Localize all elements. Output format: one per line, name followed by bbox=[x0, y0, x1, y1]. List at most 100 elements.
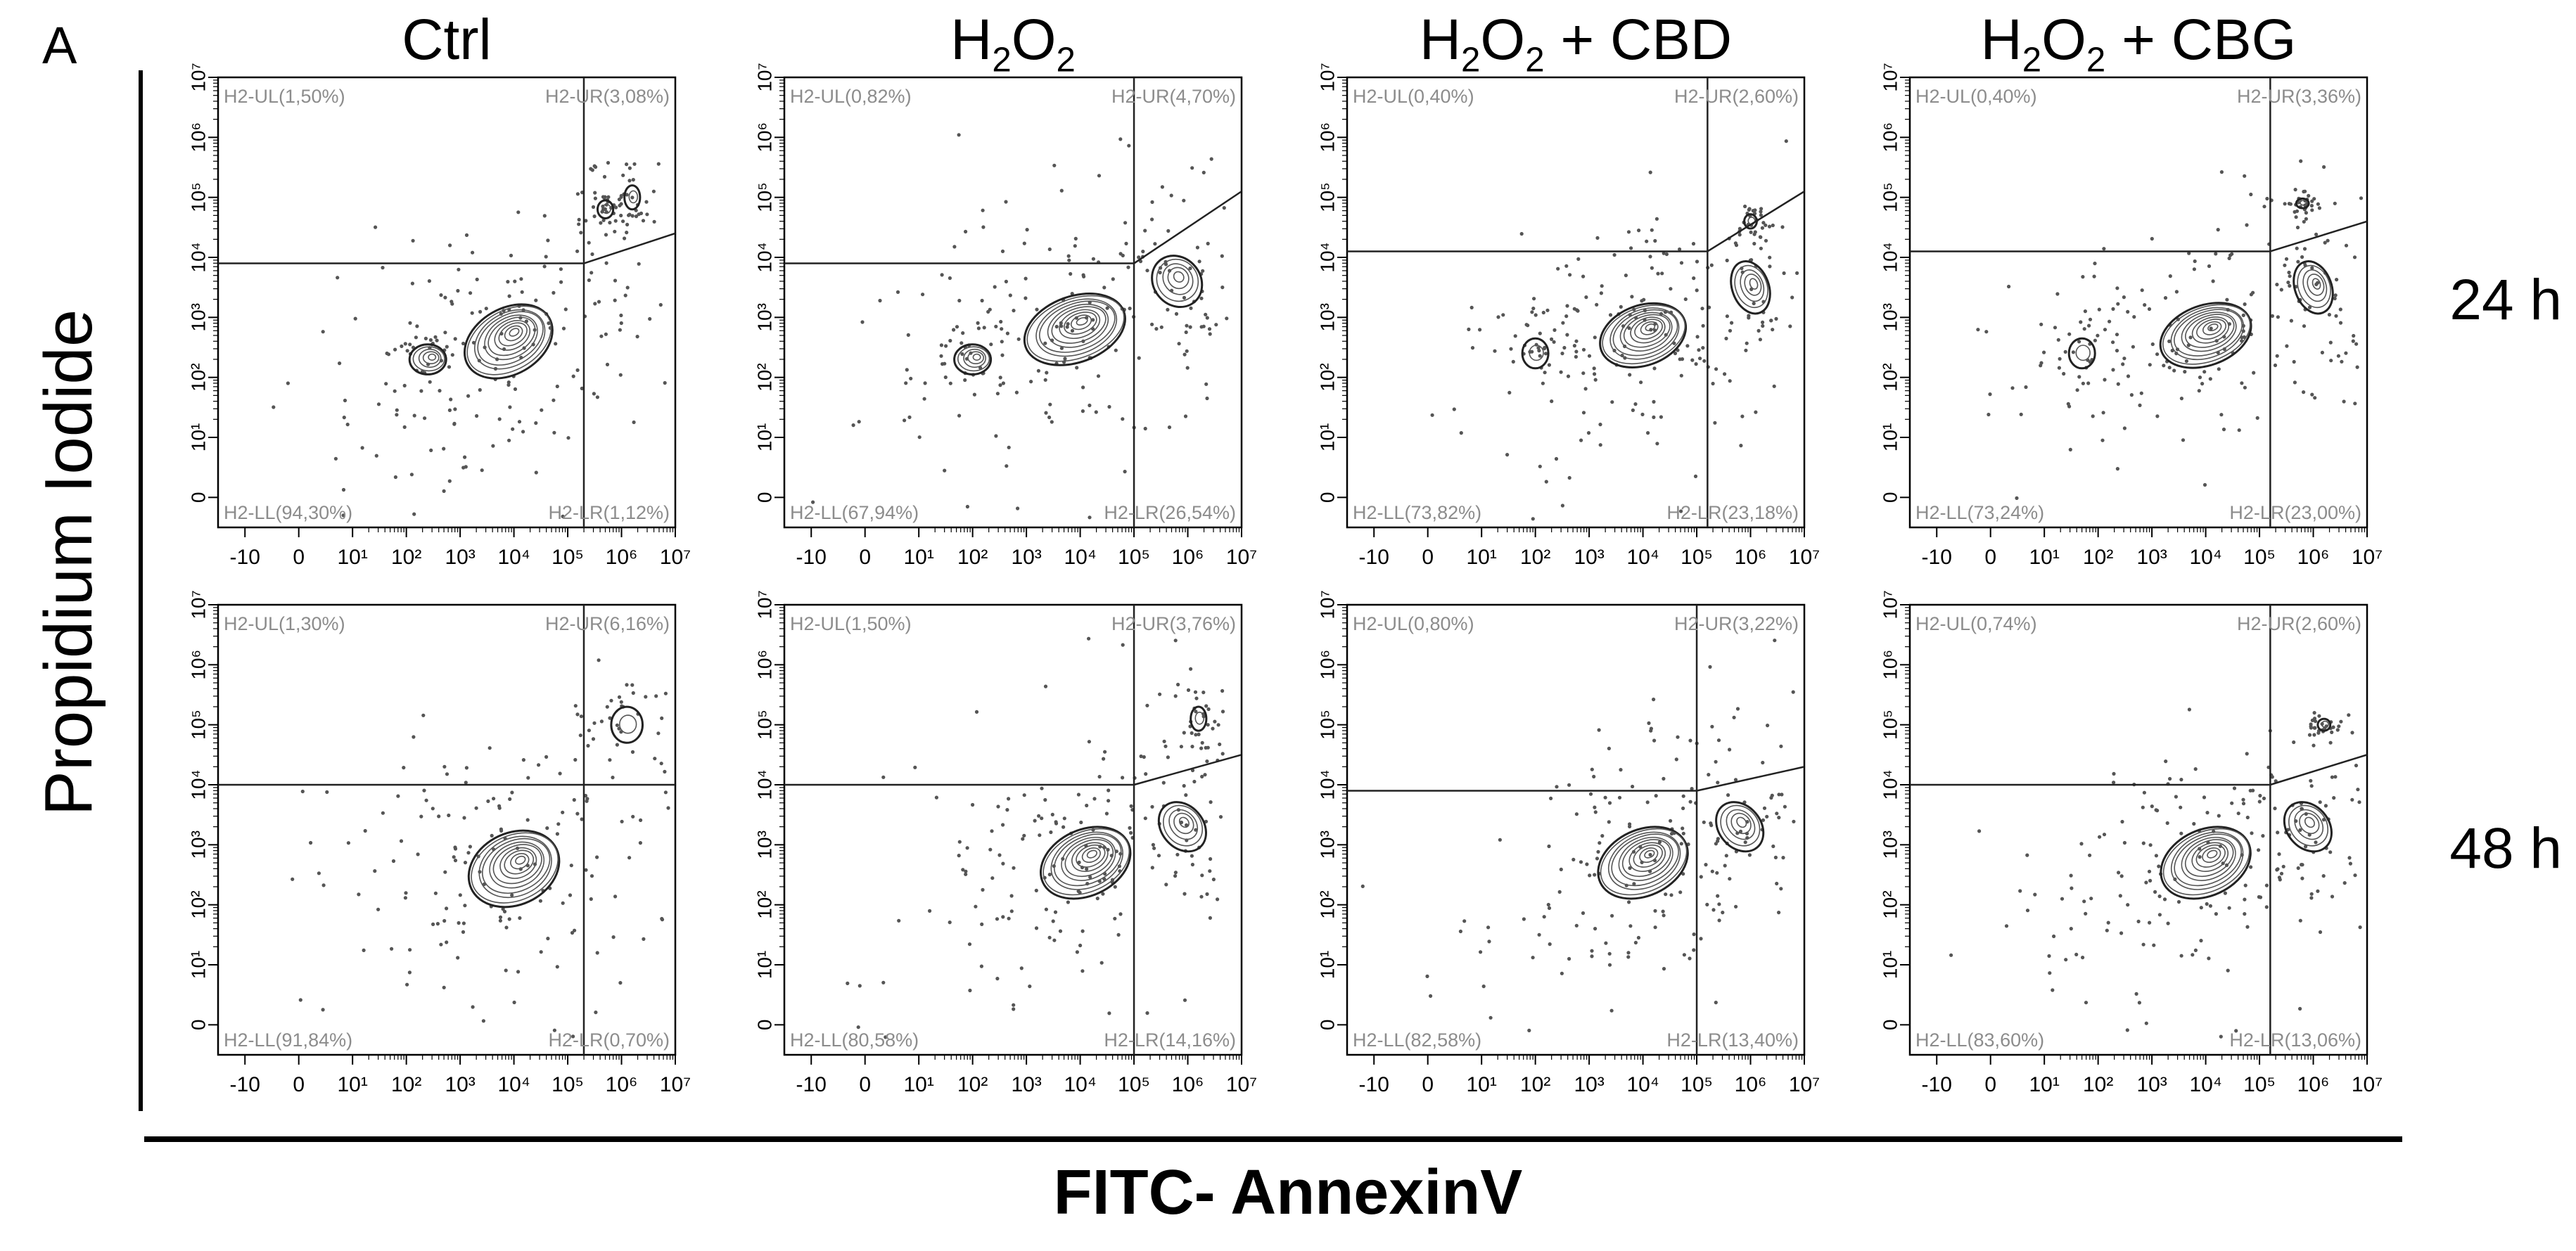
quadrant-gate-right bbox=[583, 232, 676, 264]
event-dot bbox=[1080, 409, 1085, 413]
event-dot bbox=[447, 479, 452, 483]
event-dot bbox=[1185, 366, 1190, 370]
event-dot bbox=[1183, 414, 1188, 418]
x-tick-label: 10³ bbox=[1011, 546, 1041, 569]
x-tick-label: 10² bbox=[391, 1073, 421, 1096]
event-dot bbox=[613, 229, 617, 233]
event-dot bbox=[2187, 707, 2191, 712]
event-dot bbox=[1777, 793, 1781, 797]
event-dot bbox=[1595, 236, 1600, 240]
event-dot bbox=[2069, 873, 2073, 878]
density-contour bbox=[504, 325, 523, 342]
event-dot bbox=[964, 872, 968, 876]
event-dot bbox=[542, 214, 547, 218]
event-dot bbox=[1207, 327, 1212, 331]
event-dot bbox=[555, 965, 559, 969]
event-dot bbox=[547, 321, 551, 326]
event-dot bbox=[2084, 1001, 2089, 1005]
event-dot bbox=[1043, 378, 1047, 382]
event-dot bbox=[1213, 719, 1217, 724]
event-dot bbox=[1530, 310, 1534, 314]
event-dot bbox=[1585, 862, 1589, 866]
event-dot bbox=[1114, 348, 1118, 352]
event-dot bbox=[2227, 906, 2231, 910]
event-dot bbox=[2219, 1034, 2223, 1039]
event-dot bbox=[1182, 198, 1186, 203]
density-contour bbox=[1640, 321, 1659, 335]
event-dot bbox=[2134, 992, 2138, 996]
event-dot bbox=[498, 918, 503, 923]
event-dot bbox=[594, 1011, 598, 1015]
event-dot bbox=[1205, 316, 1209, 320]
density-contour bbox=[2174, 309, 2243, 357]
event-dot bbox=[2111, 368, 2115, 372]
event-dot bbox=[1691, 242, 1696, 246]
quadrant-label-ll: H2-LL(73,24%) bbox=[1915, 502, 2044, 523]
event-dot bbox=[1542, 915, 1546, 919]
density-contour bbox=[510, 852, 530, 870]
event-dot bbox=[2333, 201, 2337, 205]
event-dot bbox=[2193, 948, 2198, 952]
density-contour bbox=[610, 705, 644, 744]
event-dot bbox=[2298, 828, 2302, 832]
density-contour bbox=[1630, 316, 1666, 344]
event-dot bbox=[2338, 321, 2343, 325]
y-tick-label: 10¹ bbox=[1316, 423, 1338, 451]
event-dot bbox=[2165, 821, 2169, 826]
event-dot bbox=[625, 231, 629, 235]
y-tick-label: 10⁶ bbox=[1316, 650, 1338, 680]
x-tick-label: 0 bbox=[1984, 546, 1996, 569]
event-dot bbox=[632, 162, 637, 166]
x-tick-label: 10³ bbox=[1574, 1073, 1604, 1096]
x-tick-label: 10⁶ bbox=[606, 546, 638, 569]
event-dot bbox=[484, 307, 488, 311]
y-tick-label: 10² bbox=[1879, 890, 1901, 918]
event-dot bbox=[967, 942, 972, 947]
event-dot bbox=[2249, 865, 2253, 869]
event-dot bbox=[1654, 794, 1658, 798]
event-dot bbox=[642, 937, 646, 941]
event-dot bbox=[613, 894, 618, 899]
event-dot bbox=[1688, 800, 1692, 804]
event-dot bbox=[507, 438, 511, 442]
density-contour bbox=[2067, 337, 2096, 370]
event-dot bbox=[1121, 253, 1125, 257]
event-dot bbox=[1664, 252, 1669, 257]
event-dot bbox=[1783, 804, 1787, 809]
event-dot bbox=[1548, 942, 1552, 947]
event-dot bbox=[1701, 346, 1705, 350]
event-dot bbox=[1524, 323, 1529, 327]
event-dot bbox=[534, 470, 538, 475]
event-dot bbox=[2024, 385, 2028, 390]
event-dot bbox=[475, 277, 479, 281]
event-dot bbox=[1488, 1015, 1493, 1020]
event-dot bbox=[2273, 363, 2278, 368]
event-dot bbox=[1190, 862, 1194, 867]
density-contour bbox=[1162, 263, 1194, 295]
event-dot bbox=[1478, 328, 1482, 332]
event-dot bbox=[1575, 308, 1579, 312]
event-dot bbox=[1201, 691, 1206, 695]
event-dot bbox=[1732, 715, 1736, 719]
event-dot bbox=[2207, 264, 2212, 269]
event-dot bbox=[1590, 954, 1594, 958]
event-dot bbox=[1000, 249, 1005, 253]
event-dot bbox=[1595, 302, 1599, 307]
event-dot bbox=[1050, 812, 1054, 816]
event-dot bbox=[625, 286, 630, 290]
event-dot bbox=[1598, 423, 1602, 427]
event-dot bbox=[341, 513, 345, 518]
event-dot bbox=[1593, 927, 1598, 931]
event-dot bbox=[517, 420, 522, 424]
event-dot bbox=[2197, 389, 2201, 393]
event-dot bbox=[1088, 403, 1092, 408]
event-dot bbox=[1568, 273, 1572, 277]
event-dot bbox=[602, 174, 607, 179]
density-contour bbox=[2191, 316, 2229, 344]
event-dot bbox=[2350, 731, 2354, 735]
event-dot bbox=[2068, 447, 2072, 452]
event-dot bbox=[1579, 860, 1583, 864]
event-dot bbox=[1052, 163, 1057, 167]
event-dot bbox=[990, 829, 994, 833]
event-dot bbox=[2295, 246, 2299, 250]
